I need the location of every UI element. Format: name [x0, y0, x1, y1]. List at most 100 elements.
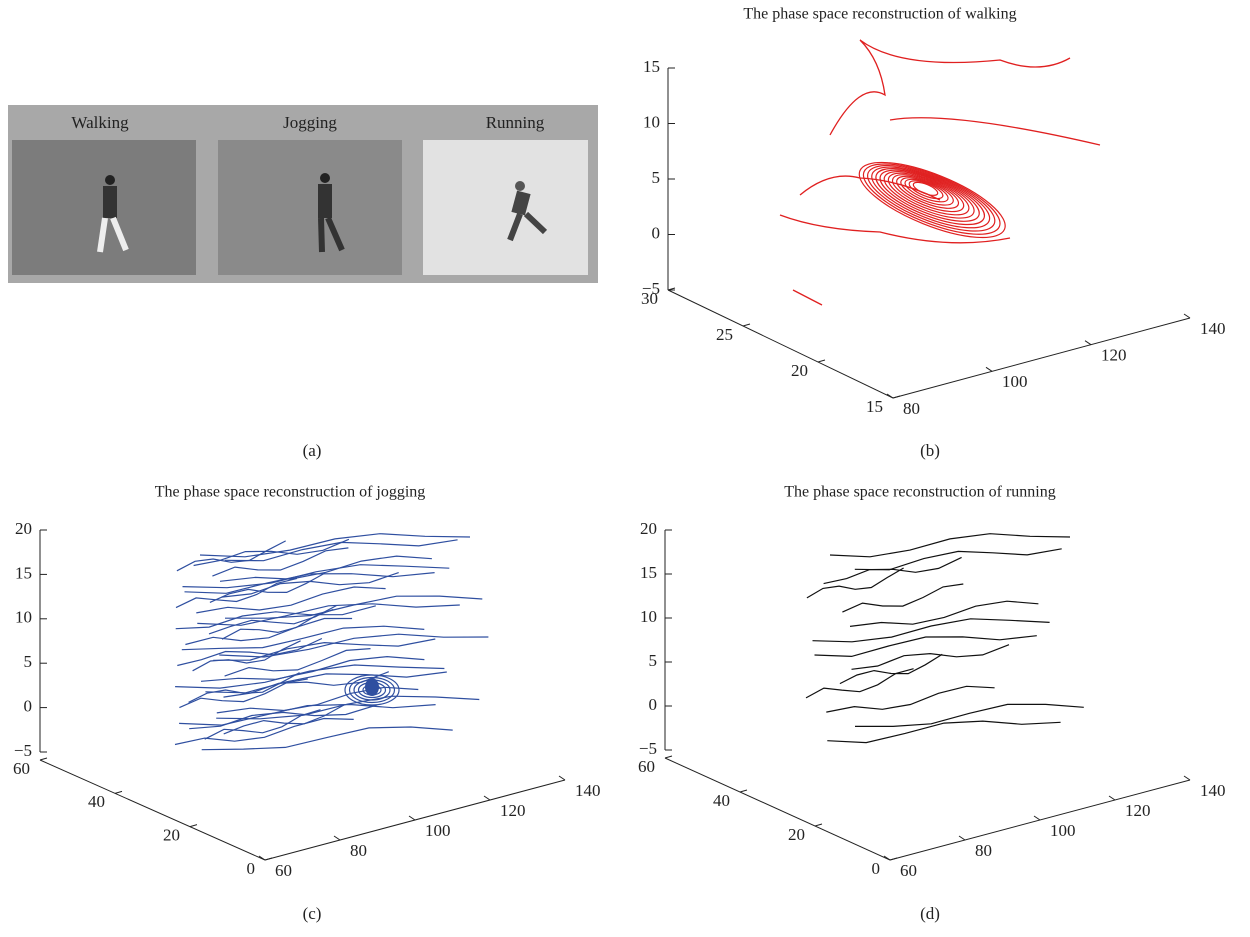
- z-tick-label: −5: [642, 279, 660, 298]
- z-tick-label: −5: [14, 741, 32, 760]
- x-tick-label: 120: [1125, 801, 1151, 820]
- walker: [97, 175, 129, 253]
- trajectory: [184, 572, 435, 594]
- x-tick: [483, 795, 491, 801]
- trajectory: [779, 214, 1011, 244]
- x-tick-label: 120: [1101, 346, 1127, 365]
- z-tick-label: 15: [643, 57, 660, 76]
- x-tick-label: 80: [975, 841, 992, 860]
- trajectory: [908, 180, 944, 200]
- trajectory: [849, 600, 1039, 627]
- jogger: [318, 173, 345, 253]
- plot-title: The phase space reconstruction of joggin…: [155, 484, 426, 501]
- x-tick: [1183, 313, 1191, 319]
- z-tick-label: 10: [640, 607, 657, 626]
- z-tick-label: 0: [24, 697, 33, 716]
- y-tick: [742, 323, 751, 327]
- plot-title: The phase space reconstruction of walkin…: [743, 6, 1016, 23]
- y-axis: [39, 759, 266, 861]
- x-tick: [1108, 795, 1116, 801]
- trajectory: [196, 586, 386, 614]
- z-tick-label: 5: [652, 168, 661, 187]
- trajectory: [827, 720, 1061, 744]
- caption: (c): [303, 904, 322, 923]
- trajectory: [900, 177, 954, 206]
- y-tick: [264, 857, 273, 861]
- y-tick-label: 25: [716, 325, 733, 344]
- caption: (a): [303, 441, 322, 460]
- plot-title: The phase space reconstruction of runnin…: [784, 484, 1055, 501]
- x-tick-label: 60: [900, 861, 917, 880]
- y-tick: [739, 789, 748, 793]
- x-tick: [883, 855, 891, 861]
- trajectory: [219, 555, 432, 582]
- trajectory: [896, 175, 960, 209]
- z-tick-label: −5: [639, 739, 657, 758]
- trajectory: [179, 678, 308, 709]
- y-tick-label: 0: [872, 859, 881, 878]
- frame-label: Running: [486, 113, 545, 132]
- trajectory: [889, 117, 1101, 146]
- trajectory: [199, 533, 471, 558]
- x-tick-label: 140: [1200, 319, 1226, 338]
- y-tick: [889, 857, 898, 861]
- trajectory: [185, 617, 353, 646]
- z-tick-label: 10: [643, 112, 660, 131]
- y-tick-label: 40: [713, 791, 730, 810]
- y-tick: [817, 359, 826, 363]
- x-tick: [1084, 340, 1092, 346]
- trajectory: [805, 668, 914, 699]
- z-tick-label: 5: [649, 651, 658, 670]
- trajectory: [176, 540, 286, 572]
- trajectory: [904, 178, 949, 203]
- x-tick-label: 140: [1200, 781, 1226, 800]
- trajectory: [365, 678, 379, 696]
- y-axis: [664, 757, 891, 861]
- z-tick-label: 20: [15, 519, 32, 538]
- y-tick-label: 20: [788, 825, 805, 844]
- y-tick-label: 0: [247, 859, 256, 878]
- trajectory: [209, 572, 326, 603]
- trajectory: [348, 676, 396, 704]
- y-tick-label: 30: [641, 289, 658, 308]
- trajectory: [891, 174, 965, 213]
- trajectory: [826, 685, 995, 713]
- trajectory: [887, 172, 970, 216]
- trajectory: [871, 166, 991, 229]
- jogging-frame: [218, 140, 402, 275]
- running-frame: [423, 140, 588, 275]
- x-tick: [1033, 815, 1041, 821]
- y-tick-label: 20: [163, 826, 180, 845]
- trajectory: [858, 161, 1006, 239]
- trajectory: [221, 572, 399, 598]
- trajectory: [875, 167, 986, 226]
- trajectory: [225, 595, 483, 619]
- trajectory: [192, 640, 301, 672]
- z-tick-label: 0: [649, 695, 658, 714]
- frame-label: Jogging: [283, 113, 337, 132]
- y-tick: [667, 287, 676, 291]
- trajectory: [855, 703, 1084, 727]
- z-tick-label: 5: [24, 652, 33, 671]
- trajectory: [799, 175, 941, 201]
- x-tick-label: 60: [275, 861, 292, 880]
- trajectory: [201, 726, 453, 751]
- y-tick-label: 20: [791, 361, 808, 380]
- x-tick-label: 80: [350, 841, 367, 860]
- y-tick: [114, 790, 123, 794]
- y-tick-label: 15: [866, 397, 883, 416]
- trajectory: [174, 717, 354, 746]
- trajectory: [344, 674, 400, 706]
- frame-label: Walking: [71, 113, 129, 132]
- trajectory: [197, 603, 460, 626]
- trajectory: [188, 672, 300, 703]
- trajectory: [204, 709, 321, 740]
- z-tick-label: 15: [15, 563, 32, 582]
- x-tick: [258, 855, 266, 861]
- caption: (b): [920, 441, 940, 460]
- x-tick: [985, 366, 993, 372]
- trajectory: [205, 671, 447, 694]
- x-tick-label: 100: [1002, 372, 1028, 391]
- trajectory: [851, 644, 1010, 670]
